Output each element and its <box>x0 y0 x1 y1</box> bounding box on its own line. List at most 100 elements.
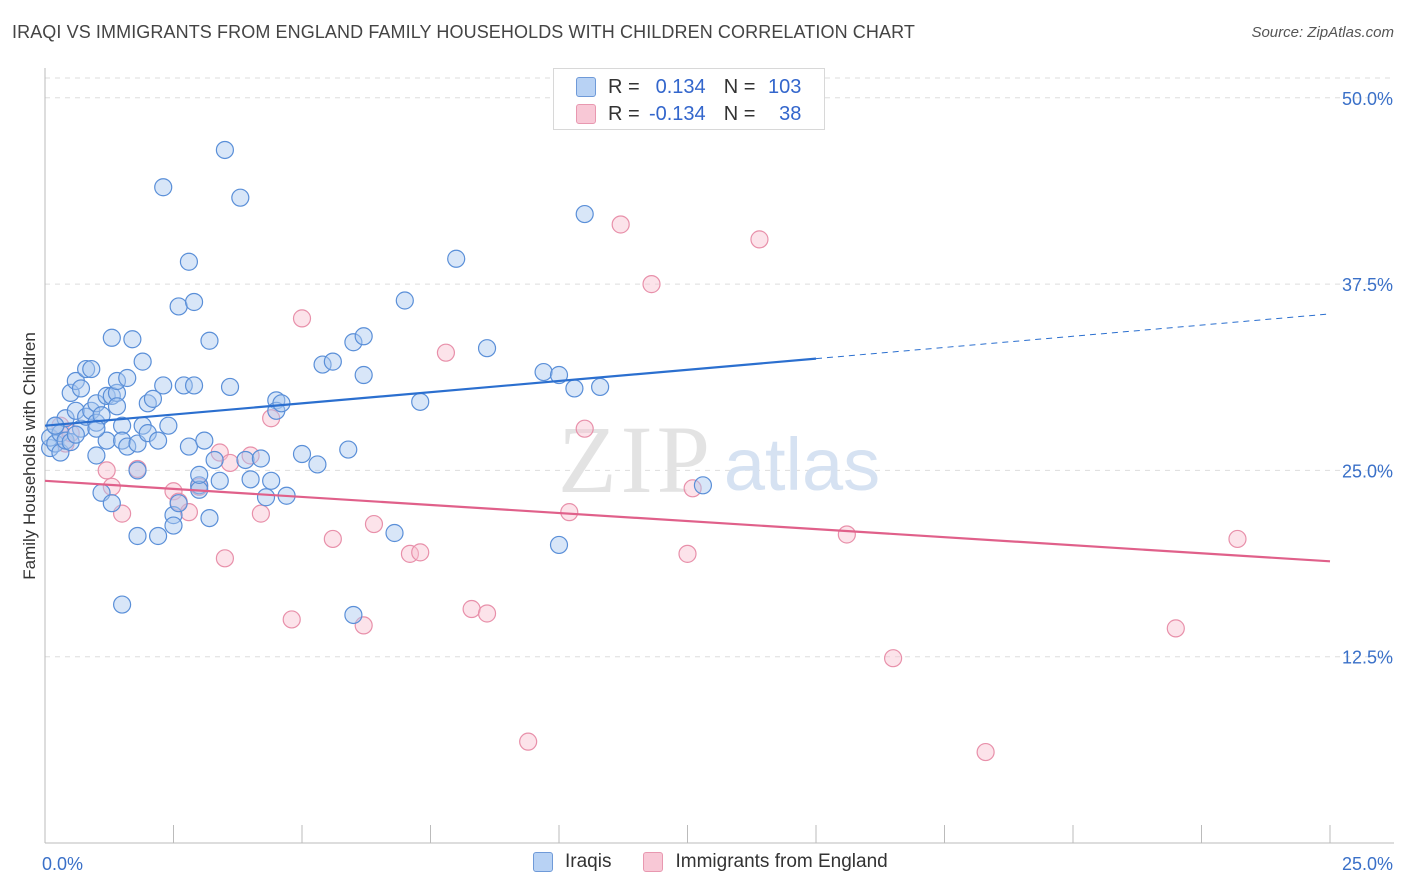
point-iraqis <box>693 476 713 495</box>
point-iraqis <box>313 355 332 374</box>
point-iraqis <box>46 434 65 453</box>
point-iraqis <box>344 333 363 352</box>
point-immigrants-from-england <box>560 503 579 522</box>
point-iraqis <box>272 394 291 413</box>
point-immigrants-from-england <box>102 477 121 496</box>
point-iraqis <box>41 428 60 447</box>
trend-line-iraqis-extension <box>815 313 1331 360</box>
point-iraqis <box>179 252 199 271</box>
y-tick-label: 50.0% <box>1342 89 1393 109</box>
point-iraqis <box>241 470 260 489</box>
point-iraqis <box>205 450 224 470</box>
point-iraqis <box>385 523 404 543</box>
point-immigrants-from-england <box>292 309 312 328</box>
point-iraqis <box>133 352 152 371</box>
point-iraqis <box>200 331 219 350</box>
y-tick-label: 25.0% <box>1342 461 1393 481</box>
point-iraqis <box>164 506 183 525</box>
point-iraqis <box>107 371 127 391</box>
n-value: 103 <box>768 75 802 98</box>
point-iraqis <box>128 526 147 546</box>
x-tick-label: 25.0% <box>1342 854 1393 874</box>
r-label: R = <box>608 102 640 125</box>
point-iraqis <box>143 389 163 408</box>
series-legend: Iraqis Immigrants from England <box>533 851 920 873</box>
point-iraqis <box>148 431 168 450</box>
legend-label-iraqis: Iraqis <box>565 851 612 872</box>
point-immigrants-from-england <box>837 525 856 544</box>
point-immigrants-from-england <box>436 343 456 362</box>
legend-swatch-england <box>643 852 664 872</box>
n-label: N = <box>723 102 756 125</box>
point-iraqis <box>184 292 204 312</box>
point-iraqis <box>66 425 85 444</box>
point-iraqis <box>102 328 121 347</box>
point-iraqis <box>169 297 188 316</box>
point-iraqis <box>477 339 497 358</box>
stats-row-iraqis: R = 0.134 N = 103 <box>576 74 801 100</box>
point-iraqis <box>112 431 132 450</box>
point-iraqis <box>447 249 466 268</box>
watermark: ZIP atlas <box>558 406 880 513</box>
point-iraqis <box>411 392 430 411</box>
point-iraqis <box>179 437 199 456</box>
r-value: -0.134 <box>648 102 706 125</box>
legend-swatch-england <box>576 104 596 124</box>
point-iraqis <box>118 368 137 388</box>
trend-lines <box>44 313 1331 563</box>
point-immigrants-from-england <box>364 514 384 534</box>
y-axis-label: Family Households with Children <box>20 332 39 580</box>
n-label: N = <box>723 75 756 98</box>
trend-line-iraqis <box>44 357 817 427</box>
point-immigrants-from-england <box>215 549 234 568</box>
point-iraqis <box>195 431 214 450</box>
point-iraqis <box>591 377 610 397</box>
point-iraqis <box>210 471 229 490</box>
point-iraqis <box>112 595 132 614</box>
legend-item-iraqis[interactable]: Iraqis <box>533 851 611 873</box>
point-immigrants-from-england <box>883 649 903 668</box>
point-immigrants-from-england <box>164 482 183 501</box>
point-immigrants-from-england <box>683 479 702 498</box>
point-iraqis <box>87 446 106 465</box>
legend-item-england[interactable]: Immigrants from England <box>643 851 888 873</box>
point-iraqis <box>354 365 373 385</box>
point-iraqis <box>97 431 116 450</box>
point-immigrants-from-england <box>519 732 538 751</box>
point-iraqis <box>323 352 342 371</box>
point-iraqis <box>66 401 85 420</box>
point-immigrants-from-england <box>251 504 270 523</box>
point-immigrants-from-england <box>411 543 430 562</box>
trend-line-immigrants-from-england <box>44 479 1331 563</box>
point-iraqis <box>251 449 270 468</box>
point-immigrants-from-england <box>462 599 481 619</box>
point-immigrants-from-england <box>179 503 199 522</box>
watermark-zip: ZIP <box>558 406 714 513</box>
point-immigrants-from-england <box>575 419 594 438</box>
point-immigrants-from-england <box>220 453 240 473</box>
point-immigrants-from-england <box>642 275 661 294</box>
point-iraqis <box>102 494 121 513</box>
y-tick-label: 37.5% <box>1342 275 1393 295</box>
point-iraqis <box>220 377 240 397</box>
point-iraqis <box>169 494 188 513</box>
point-immigrants-from-england <box>976 742 995 762</box>
point-iraqis <box>292 444 312 464</box>
point-immigrants-from-england <box>750 230 769 249</box>
point-iraqis <box>138 424 157 443</box>
x-tick-label: 0.0% <box>42 854 83 874</box>
point-immigrants-from-england <box>611 215 630 234</box>
point-iraqis <box>123 330 142 349</box>
watermark-atlas: atlas <box>724 423 880 506</box>
tick-labels: 12.5% 25.0% 37.5% 50.0% 0.0% 25.0% <box>42 89 1393 874</box>
point-iraqis <box>118 437 137 456</box>
point-iraqis <box>184 376 204 395</box>
point-iraqis <box>575 204 594 224</box>
point-iraqis <box>231 188 250 207</box>
chart-title: IRAQI VS IMMIGRANTS FROM ENGLAND FAMILY … <box>12 22 915 42</box>
point-immigrants-from-england <box>282 610 301 629</box>
point-iraqis <box>112 416 132 435</box>
point-iraqis <box>107 397 127 416</box>
point-iraqis <box>534 362 553 382</box>
